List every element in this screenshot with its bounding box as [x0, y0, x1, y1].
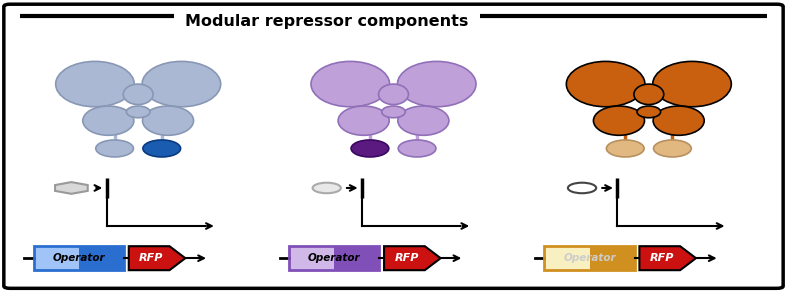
FancyBboxPatch shape	[545, 246, 589, 270]
Ellipse shape	[593, 106, 645, 135]
Text: Operator: Operator	[53, 253, 105, 263]
Ellipse shape	[634, 84, 663, 105]
Circle shape	[312, 183, 341, 193]
Ellipse shape	[637, 106, 660, 118]
Circle shape	[568, 183, 597, 193]
Text: RFP: RFP	[139, 253, 164, 263]
FancyBboxPatch shape	[79, 246, 124, 270]
Ellipse shape	[338, 106, 390, 135]
Ellipse shape	[124, 84, 153, 105]
Ellipse shape	[653, 140, 691, 157]
Ellipse shape	[311, 61, 390, 107]
Text: Operator: Operator	[563, 253, 615, 263]
Ellipse shape	[142, 61, 220, 107]
Ellipse shape	[351, 140, 389, 157]
Text: Modular repressor components: Modular repressor components	[185, 14, 468, 29]
Ellipse shape	[143, 140, 180, 157]
Ellipse shape	[652, 61, 731, 107]
FancyBboxPatch shape	[4, 4, 783, 288]
Ellipse shape	[142, 106, 194, 135]
Ellipse shape	[397, 61, 476, 107]
Text: RFP: RFP	[650, 253, 674, 263]
Text: Operator: Operator	[308, 253, 360, 263]
Ellipse shape	[83, 106, 134, 135]
Ellipse shape	[379, 84, 408, 105]
Ellipse shape	[382, 106, 405, 118]
Polygon shape	[129, 246, 185, 270]
FancyBboxPatch shape	[289, 246, 334, 270]
Ellipse shape	[607, 140, 644, 157]
Ellipse shape	[567, 61, 645, 107]
Polygon shape	[384, 246, 441, 270]
Ellipse shape	[653, 106, 704, 135]
Ellipse shape	[56, 61, 135, 107]
Ellipse shape	[398, 140, 436, 157]
FancyBboxPatch shape	[34, 246, 79, 270]
Ellipse shape	[127, 106, 150, 118]
Text: RFP: RFP	[394, 253, 419, 263]
Ellipse shape	[96, 140, 134, 157]
Ellipse shape	[397, 106, 449, 135]
Polygon shape	[639, 246, 696, 270]
Polygon shape	[55, 182, 87, 194]
FancyBboxPatch shape	[334, 246, 379, 270]
FancyBboxPatch shape	[589, 246, 634, 270]
